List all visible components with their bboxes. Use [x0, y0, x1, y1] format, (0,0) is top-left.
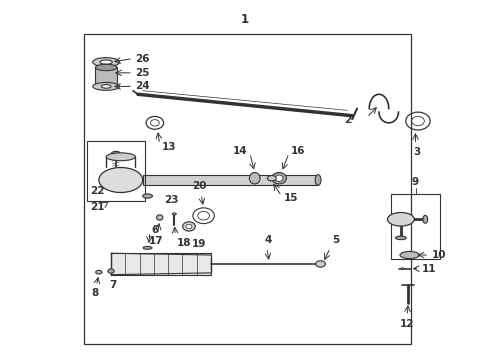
Text: 10: 10 — [432, 250, 446, 260]
Text: 15: 15 — [284, 193, 298, 203]
Bar — [391, 194, 440, 258]
Text: 4: 4 — [265, 235, 272, 246]
Ellipse shape — [275, 175, 283, 181]
Ellipse shape — [401, 268, 404, 270]
Ellipse shape — [316, 261, 325, 267]
Bar — [96, 67, 117, 84]
Text: 6: 6 — [151, 225, 159, 235]
Text: 8: 8 — [91, 288, 98, 298]
Text: 17: 17 — [148, 236, 163, 246]
Bar — [87, 141, 145, 202]
Text: 7: 7 — [109, 280, 116, 290]
Ellipse shape — [272, 172, 287, 184]
Circle shape — [186, 224, 192, 229]
Ellipse shape — [93, 82, 120, 90]
Text: 2: 2 — [343, 115, 351, 125]
Ellipse shape — [400, 251, 419, 258]
Text: 12: 12 — [400, 319, 415, 329]
Text: 18: 18 — [177, 238, 191, 248]
Ellipse shape — [108, 269, 114, 273]
Ellipse shape — [106, 153, 135, 161]
Text: 16: 16 — [291, 146, 306, 156]
Bar — [143, 175, 318, 185]
Ellipse shape — [172, 213, 176, 215]
Ellipse shape — [395, 236, 406, 240]
Bar — [84, 33, 411, 344]
Text: 25: 25 — [135, 68, 150, 78]
Ellipse shape — [96, 270, 102, 274]
Circle shape — [183, 222, 196, 231]
Text: 9: 9 — [412, 177, 419, 187]
Ellipse shape — [143, 194, 152, 198]
Ellipse shape — [101, 85, 111, 88]
Text: 3: 3 — [414, 147, 420, 157]
Ellipse shape — [157, 215, 163, 220]
Text: 21: 21 — [91, 202, 105, 212]
Ellipse shape — [249, 172, 260, 184]
Ellipse shape — [112, 152, 120, 155]
Text: 13: 13 — [162, 142, 177, 152]
Text: 24: 24 — [135, 81, 150, 91]
Text: 23: 23 — [165, 195, 179, 204]
Ellipse shape — [93, 58, 120, 67]
Ellipse shape — [268, 176, 276, 181]
Ellipse shape — [315, 175, 321, 185]
Ellipse shape — [100, 60, 112, 64]
Ellipse shape — [143, 247, 152, 249]
Text: 1: 1 — [241, 13, 249, 26]
Text: 5: 5 — [332, 235, 339, 246]
Text: 22: 22 — [91, 186, 105, 196]
Ellipse shape — [99, 167, 143, 193]
Text: 26: 26 — [135, 54, 150, 64]
Text: 20: 20 — [193, 181, 207, 192]
Ellipse shape — [423, 215, 428, 223]
Ellipse shape — [96, 64, 117, 71]
Text: 14: 14 — [233, 146, 247, 156]
Bar — [111, 253, 211, 275]
Ellipse shape — [388, 212, 415, 226]
Text: 19: 19 — [192, 239, 206, 249]
Text: 11: 11 — [422, 264, 437, 274]
